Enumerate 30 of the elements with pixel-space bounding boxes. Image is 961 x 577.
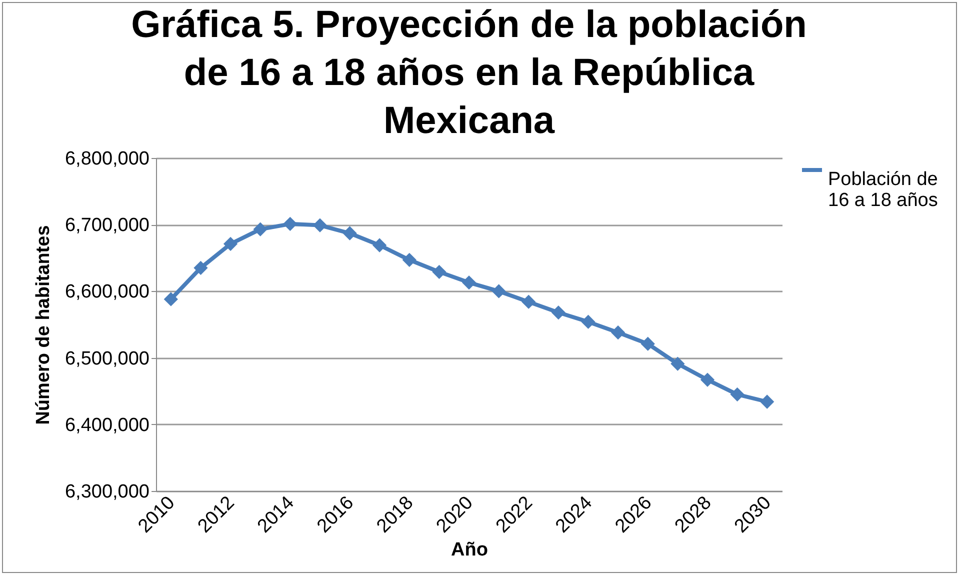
point — [164, 292, 178, 306]
point — [194, 260, 208, 275]
y-tick-label: 6,500,000 — [64, 348, 150, 370]
point — [372, 238, 387, 252]
legend-label: Población de 16 a 18 años — [828, 169, 938, 211]
point — [492, 284, 506, 298]
point — [640, 336, 655, 351]
x-axis-title: Año — [451, 539, 488, 560]
point — [402, 252, 416, 267]
point — [670, 356, 685, 371]
point — [253, 222, 268, 236]
point — [730, 387, 744, 402]
point — [610, 325, 626, 340]
point — [223, 236, 238, 251]
y-tick-label: 6,600,000 — [64, 282, 150, 303]
point — [312, 218, 328, 232]
point — [551, 305, 566, 320]
point — [581, 314, 596, 329]
point — [462, 275, 476, 290]
y-tick-label: 6,700,000 — [64, 215, 150, 236]
point — [522, 294, 536, 309]
point — [700, 372, 715, 387]
point — [342, 226, 357, 240]
y-axis-title: Número de habitantes — [32, 225, 54, 425]
point — [283, 216, 298, 232]
y-tick-label: 6,400,000 — [64, 414, 150, 436]
chart-title: Gráfica 5. Proyección de la población de 16 a 18 años en la República Mexicana — [131, 4, 807, 142]
point — [432, 264, 446, 279]
y-tick-label: 6,800,000 — [64, 148, 150, 170]
point — [760, 394, 774, 409]
